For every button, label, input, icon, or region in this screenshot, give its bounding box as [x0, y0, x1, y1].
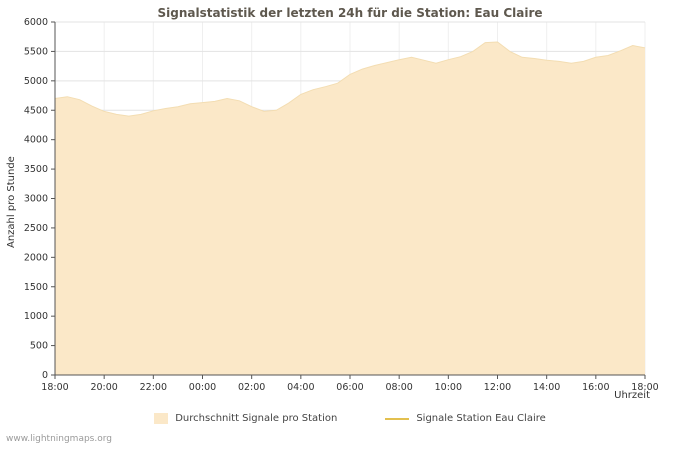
- y-tick-label: 0: [42, 370, 48, 381]
- y-tick-label: 5500: [24, 46, 48, 57]
- y-tick-label: 2000: [24, 252, 48, 263]
- y-tick-label: 3000: [24, 194, 48, 205]
- x-tick-label: 16:00: [582, 382, 609, 393]
- x-tick-label: 10:00: [435, 382, 462, 393]
- y-tick-label: 6000: [24, 17, 48, 28]
- x-tick-label: 06:00: [336, 382, 363, 393]
- line-swatch-icon: [385, 417, 410, 420]
- x-tick-label: 22:00: [140, 382, 167, 393]
- y-tick-label: 2500: [24, 223, 48, 234]
- y-tick-label: 500: [30, 341, 48, 352]
- x-tick-label: 20:00: [90, 382, 117, 393]
- x-tick-label: 02:00: [238, 382, 265, 393]
- y-tick-label: 4500: [24, 105, 48, 116]
- x-tick-label: 12:00: [484, 382, 511, 393]
- x-tick-label: 04:00: [287, 382, 314, 393]
- legend-label-station: Signale Station Eau Claire: [416, 413, 546, 424]
- y-tick-label: 1000: [24, 311, 48, 322]
- watermark: www.lightningmaps.org: [6, 434, 112, 444]
- x-tick-label: 18:00: [631, 382, 658, 393]
- x-tick-label: 18:00: [41, 382, 68, 393]
- legend: Durchschnitt Signale pro Station Signale…: [0, 413, 700, 424]
- x-axis-title: Uhrzeit: [614, 390, 650, 401]
- x-tick-label: 00:00: [189, 382, 216, 393]
- x-tick-label: 14:00: [533, 382, 560, 393]
- legend-item-station: Signale Station Eau Claire: [385, 413, 546, 424]
- area-swatch-icon: [154, 413, 169, 424]
- y-tick-label: 4000: [24, 135, 48, 146]
- area-series-edge: [54, 41, 646, 117]
- y-tick-label: 3500: [24, 164, 48, 175]
- area-series-average: [55, 42, 645, 375]
- y-tick-label: 1500: [24, 282, 48, 293]
- chart-title: Signalstatistik der letzten 24h für die …: [157, 6, 543, 20]
- x-tick-label: 08:00: [385, 382, 412, 393]
- y-tick-label: 5000: [24, 76, 48, 87]
- legend-item-average: Durchschnitt Signale pro Station: [154, 413, 337, 424]
- legend-label-average: Durchschnitt Signale pro Station: [175, 413, 338, 424]
